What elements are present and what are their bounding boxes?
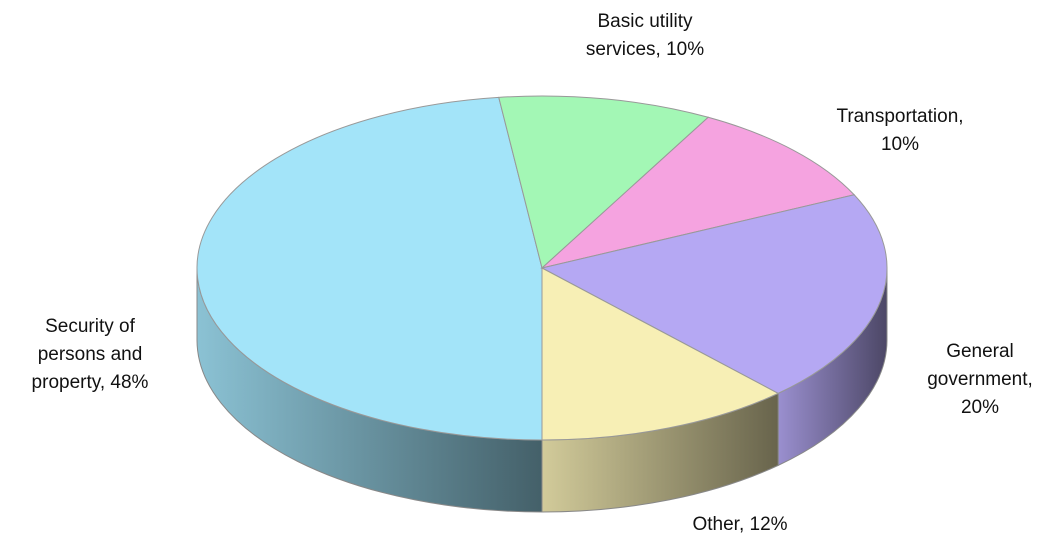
slice [196,96,543,441]
data-label: Transportation, 10% [836,106,963,155]
slice [541,267,780,441]
data-label: Other, 12% [692,514,787,535]
data-label: Security of persons and property, 48% [32,316,149,393]
slice [540,116,856,269]
slice [498,95,710,269]
data-label: General government, 20% [927,341,1033,418]
data-label: Basic utility services, 10% [586,11,704,60]
slice [540,194,888,394]
